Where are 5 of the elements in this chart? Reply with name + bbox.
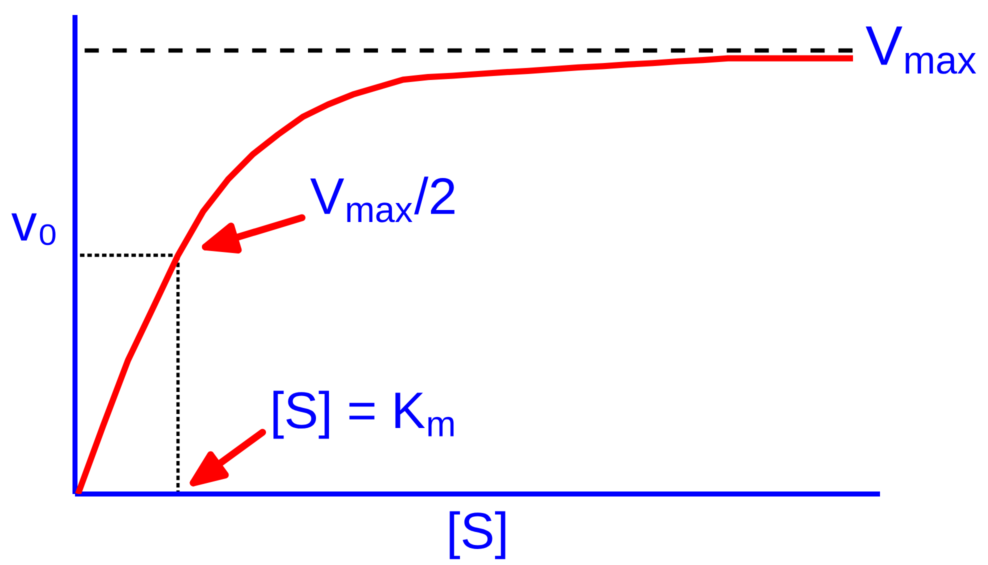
annotation: V$_{max}$/2 <box>310 176 454 222</box>
ref-line-label: V$_{max}$ <box>866 26 976 74</box>
annotation: [S] = K$_{m}$ <box>273 390 454 439</box>
x-axis-title: [S] <box>450 511 506 560</box>
y-axis-title: v₀ <box>11 213 56 246</box>
